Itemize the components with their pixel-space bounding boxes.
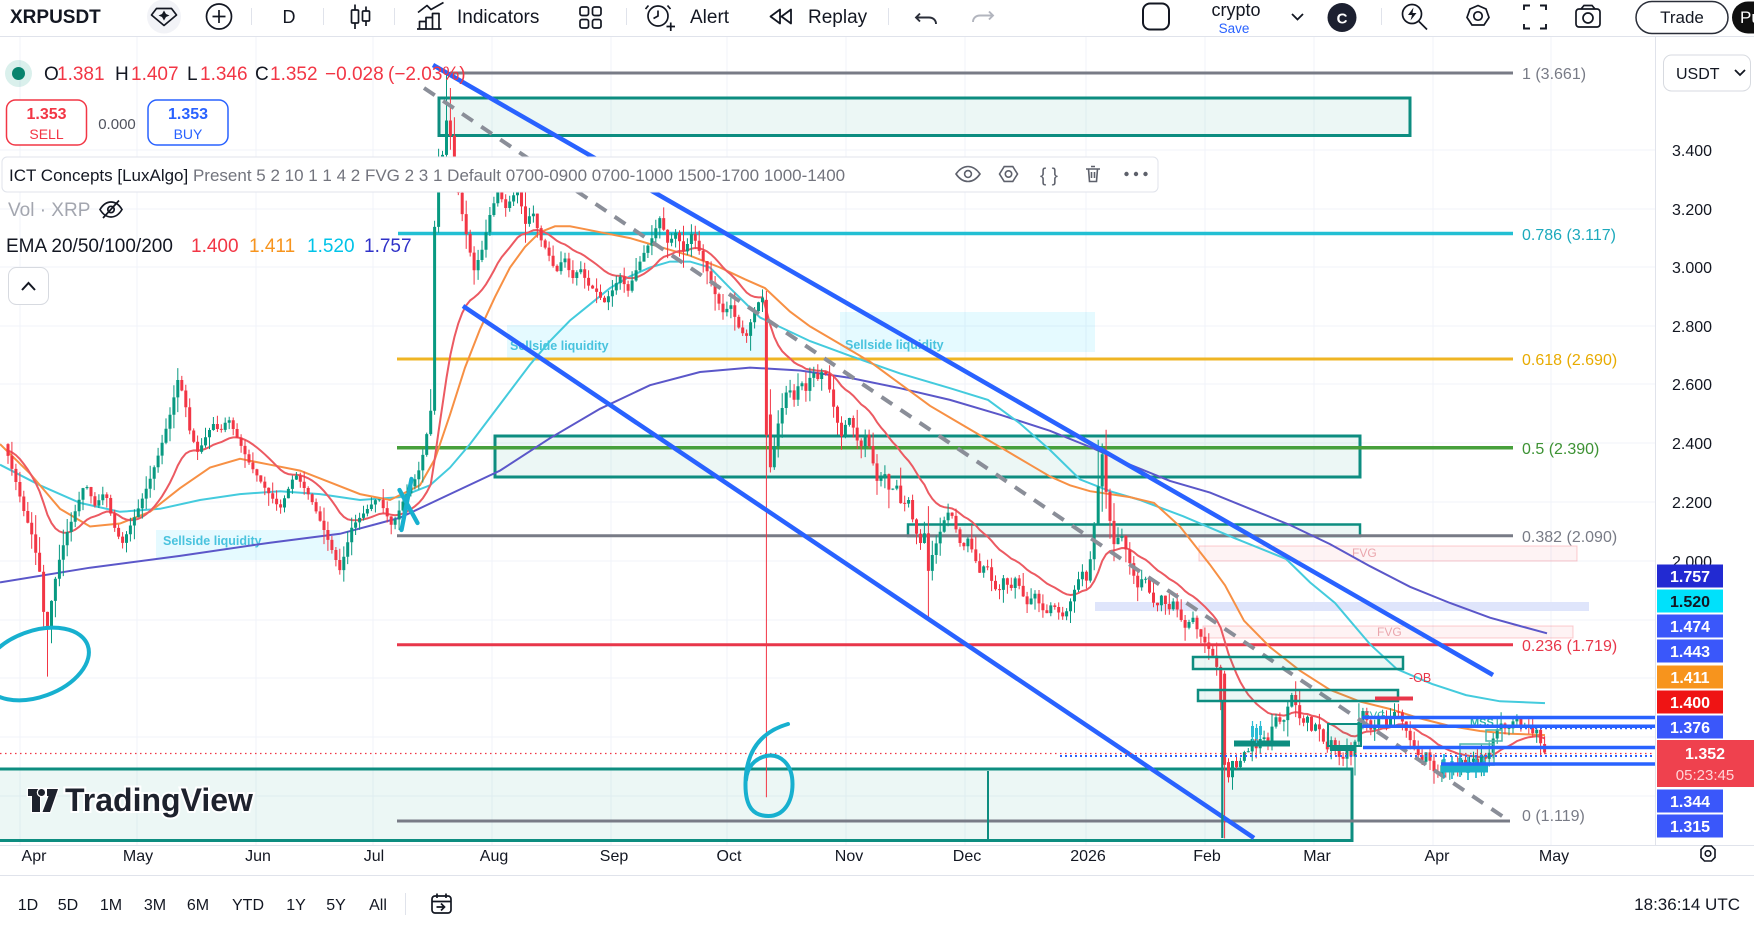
svg-text:3M: 3M [144,897,166,914]
svg-text:0.5 (2.390): 0.5 (2.390) [1522,441,1599,458]
svg-text:crypto: crypto [1211,0,1260,20]
svg-text:1.352: 1.352 [1685,746,1725,763]
svg-text:1M: 1M [100,897,122,914]
svg-text:Apr: Apr [22,848,48,865]
svg-text:FVG: FVG [1377,625,1402,639]
svg-text:1.443: 1.443 [1670,644,1710,661]
svg-text:L: L [187,64,198,85]
svg-text:6M: 6M [187,897,209,914]
svg-text:Indicators: Indicators [457,7,539,28]
svg-text:ICT Concepts [LuxAlgo] Present: ICT Concepts [LuxAlgo] Present 5 2 10 1 … [9,166,845,185]
svg-text:1.520: 1.520 [1670,594,1710,611]
svg-text:{ }: { } [1040,166,1058,187]
svg-text:Mar: Mar [1303,848,1331,865]
svg-text:1.376: 1.376 [1670,720,1710,737]
svg-text:Trade: Trade [1660,8,1704,27]
svg-text:XRPUSDT: XRPUSDT [10,7,101,28]
svg-text:Save: Save [1219,21,1250,36]
svg-text:YTD: YTD [232,897,264,914]
svg-text:All: All [369,897,387,914]
svg-text:SELL: SELL [29,126,63,142]
svg-text:2.600: 2.600 [1672,377,1712,394]
svg-text:1.381: 1.381 [57,64,105,85]
svg-text:Sep: Sep [600,848,629,865]
svg-text:Vol · XRP: Vol · XRP [8,200,90,221]
svg-text:5D: 5D [58,897,78,914]
svg-text:0 (1.119): 0 (1.119) [1522,808,1585,825]
svg-text:Feb: Feb [1193,848,1221,865]
svg-text:Aug: Aug [480,848,508,865]
svg-text:(−2.03%): (−2.03%) [388,64,466,85]
svg-text:H: H [115,64,129,85]
svg-text:C: C [255,64,269,85]
svg-text:C: C [1337,11,1348,28]
svg-text:Sellside liquidity: Sellside liquidity [163,534,262,548]
svg-text:0.000: 0.000 [98,116,136,133]
svg-text:1.346: 1.346 [200,64,248,85]
svg-text:O: O [44,64,59,85]
svg-text:Dec: Dec [953,848,981,865]
svg-text:Oct: Oct [717,848,742,865]
svg-text:-OB: -OB [1409,671,1431,685]
svg-text:2.800: 2.800 [1672,319,1712,336]
svg-text:Sellside liquidity: Sellside liquidity [510,339,609,353]
svg-text:2026: 2026 [1070,848,1106,865]
svg-text:Alert: Alert [690,7,730,28]
svg-text:1.400: 1.400 [1670,695,1710,712]
svg-text:1.474: 1.474 [1670,619,1710,636]
svg-text:Pu: Pu [1740,8,1754,27]
svg-text:Nov: Nov [835,848,863,865]
svg-text:1.411: 1.411 [1670,670,1709,687]
svg-text:May: May [123,848,153,865]
svg-text:May: May [1539,848,1569,865]
svg-text:Sellside liquidity: Sellside liquidity [845,338,944,352]
svg-text:1.757: 1.757 [1670,569,1710,586]
svg-text:D: D [283,7,296,27]
svg-text:2.200: 2.200 [1672,495,1712,512]
svg-text:1.344: 1.344 [1670,794,1710,811]
svg-text:Replay: Replay [808,7,868,28]
svg-text:Jul: Jul [364,848,384,865]
svg-text:−0.028: −0.028 [325,64,384,85]
svg-text:0.236 (1.719): 0.236 (1.719) [1522,638,1617,655]
svg-text:05:23:45: 05:23:45 [1676,767,1734,784]
svg-text:1Y: 1Y [286,897,306,914]
svg-text:1.520: 1.520 [307,236,355,257]
svg-text:5Y: 5Y [326,897,346,914]
svg-text:1 (3.661): 1 (3.661) [1522,66,1586,83]
svg-text:3.000: 3.000 [1672,260,1712,277]
svg-text:1.411: 1.411 [249,236,295,257]
svg-text:1.352: 1.352 [270,64,318,85]
svg-text:1.353: 1.353 [26,106,66,123]
svg-text:0.618 (2.690): 0.618 (2.690) [1522,352,1617,369]
svg-text:TradingView: TradingView [65,782,253,818]
svg-text:1.757: 1.757 [364,236,412,257]
svg-text:1.315: 1.315 [1670,819,1710,836]
svg-text:3.200: 3.200 [1672,202,1712,219]
svg-text:BUY: BUY [174,126,203,142]
svg-text:FVG: FVG [1352,546,1377,560]
svg-text:18:36:14 UTC: 18:36:14 UTC [1634,895,1740,914]
svg-text:Apr: Apr [1425,848,1451,865]
svg-text:1.407: 1.407 [131,64,179,85]
svg-text:1.353: 1.353 [168,106,208,123]
svg-text:1.400: 1.400 [191,236,239,257]
svg-text:0.382 (2.090): 0.382 (2.090) [1522,529,1617,546]
svg-text:3.400: 3.400 [1672,143,1712,160]
svg-text:2.400: 2.400 [1672,436,1712,453]
svg-text:1D: 1D [18,897,38,914]
svg-text:EMA 20/50/100/200: EMA 20/50/100/200 [6,236,173,257]
svg-text:Jun: Jun [245,848,271,865]
svg-text:USDT: USDT [1676,66,1720,83]
svg-text:0.786 (3.117): 0.786 (3.117) [1522,227,1616,244]
